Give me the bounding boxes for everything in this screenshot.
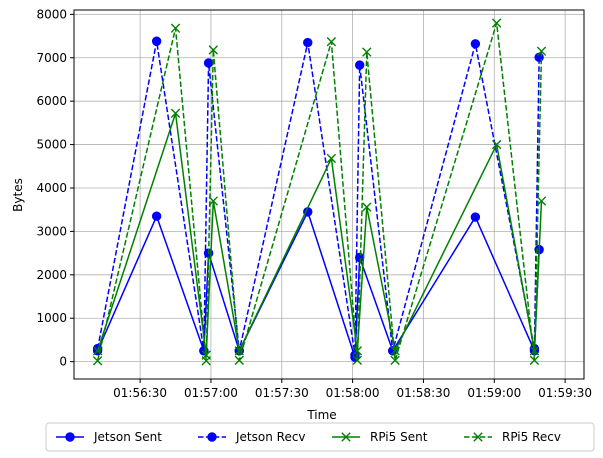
legend-label: Jetson Recv <box>235 430 306 444</box>
legend-item-rpi5-sent: RPi5 Sent <box>332 430 428 444</box>
data-point-jetson-recv <box>354 60 365 70</box>
y-tick-label: 1000 <box>36 311 67 325</box>
x-axis-label: Time <box>306 408 336 422</box>
data-point-rpi5-sent <box>234 346 244 356</box>
legend-marker <box>65 432 75 442</box>
series-layer <box>92 18 547 366</box>
data-point-rpi5-sent <box>352 346 363 356</box>
data-point-rpi5-recv <box>201 356 211 366</box>
data-point-rpi5-recv <box>529 355 540 366</box>
series-line-rpi5-sent <box>96 112 543 356</box>
y-tick-label: 3000 <box>36 224 67 238</box>
legend-marker <box>341 432 351 442</box>
data-point-rpi5-sent <box>491 139 502 150</box>
y-axis-ticks: 0 1000 2000 3000 4000 5000 6000 7000 8000 <box>36 7 74 369</box>
plot-area-frame <box>73 9 585 380</box>
series-rpi5-recv <box>92 18 547 366</box>
data-point-jetson-recv <box>203 58 214 68</box>
legend-label: RPi5 Sent <box>370 430 428 444</box>
y-axis-label: Bytes <box>11 178 25 212</box>
legend-label: Jetson Sent <box>93 430 162 444</box>
data-point-rpi5-recv <box>234 355 244 366</box>
data-point-jetson-recv <box>303 37 313 48</box>
legend: Jetson Sent Jetson Recv RPi5 Sent RPi5 Recv <box>45 422 595 452</box>
x-tick-label: 01:58:30 <box>396 386 450 400</box>
x-tick-label: 01:59:30 <box>538 386 592 400</box>
data-point-jetson-recv <box>151 36 162 46</box>
x-tick-label: 01:57:30 <box>255 386 309 400</box>
x-tick-label: 01:56:30 <box>113 386 167 400</box>
data-point-rpi5-sent <box>170 108 181 119</box>
data-point-rpi5-sent <box>390 346 400 356</box>
legend-item-jetson-sent: Jetson Sent <box>56 430 162 444</box>
y-tick-label: 8000 <box>36 7 67 21</box>
legend-item-rpi5-recv: RPi5 Recv <box>464 430 561 444</box>
series-rpi5-sent <box>92 108 547 360</box>
data-point-rpi5-sent <box>326 153 337 164</box>
data-point-rpi5-recv <box>352 355 363 366</box>
data-point-rpi5-recv <box>326 36 337 47</box>
series-jetson-sent <box>92 207 544 362</box>
legend-label: RPi5 Recv <box>502 430 561 444</box>
legend-marker <box>207 432 217 442</box>
data-point-rpi5-recv <box>536 46 547 56</box>
y-tick-label: 0 <box>59 355 67 369</box>
data-point-rpi5-sent <box>529 346 540 356</box>
series-line-rpi5-recv <box>96 22 543 362</box>
x-axis-ticks: 01:56:30 01:57:00 01:57:30 01:58:00 01:58:30… <box>113 379 592 400</box>
data-point-jetson-sent <box>151 211 162 221</box>
series-line-jetson-recv <box>96 40 540 356</box>
y-tick-label: 6000 <box>36 94 67 108</box>
data-point-rpi5-recv <box>362 47 372 57</box>
y-tick-label: 2000 <box>36 268 67 282</box>
x-tick-label: 01:58:00 <box>326 386 380 400</box>
x-tick-label: 01:59:00 <box>467 386 521 400</box>
legend-frame <box>45 422 595 452</box>
data-point-rpi5-recv <box>491 18 502 28</box>
y-tick-label: 7000 <box>36 51 67 65</box>
data-point-rpi5-recv <box>92 356 103 366</box>
y-tick-label: 4000 <box>36 181 67 195</box>
data-point-rpi5-recv <box>170 23 181 33</box>
y-tick-label: 5000 <box>36 138 67 152</box>
data-point-rpi5-recv <box>390 355 400 366</box>
grid-lines <box>74 10 584 379</box>
x-tick-label: 01:57:00 <box>184 386 238 400</box>
data-point-jetson-recv <box>470 39 481 49</box>
data-point-rpi5-recv <box>208 45 219 55</box>
legend-item-jetson-recv: Jetson Recv <box>198 430 306 444</box>
legend-marker <box>473 432 483 442</box>
data-point-rpi5-sent <box>362 202 372 212</box>
series-line-jetson-sent <box>96 211 540 359</box>
data-point-jetson-sent <box>470 212 481 222</box>
